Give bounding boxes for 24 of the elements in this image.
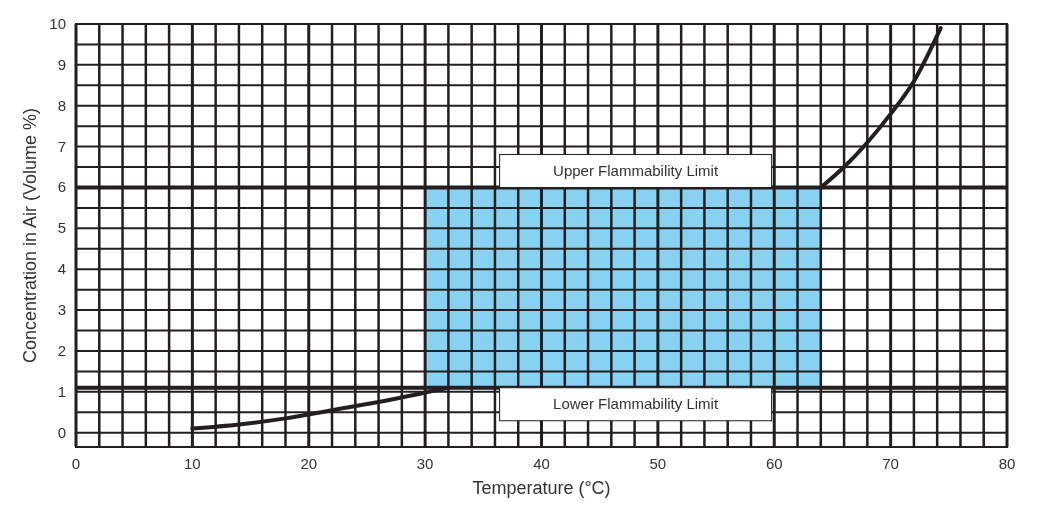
x-tick-label: 80: [998, 455, 1016, 472]
ref-line-label: Upper Flammability Limit: [553, 161, 719, 179]
y-tick-label: 8: [57, 96, 66, 114]
y-tick-label: 10: [49, 15, 66, 32]
x-tick-label: 50: [649, 455, 667, 472]
y-tick-label: 6: [57, 178, 66, 196]
y-tick-label: 9: [57, 55, 66, 73]
x-tick-label: 20: [300, 455, 318, 472]
y-tick-label: 7: [57, 137, 66, 155]
x-tick-label: 60: [765, 455, 783, 472]
x-tick-label: 10: [184, 455, 201, 472]
y-tick-label: 3: [57, 301, 66, 319]
x-tick-label: 30: [416, 455, 434, 472]
y-tick-label: 2: [57, 341, 66, 359]
ref-line-label: Lower Flammability Limit: [553, 395, 719, 413]
y-tick-label: 4: [57, 260, 66, 278]
x-axis-title: Temperature (°C): [472, 478, 611, 498]
x-tick-label: 70: [882, 455, 899, 472]
y-tick-label: 0: [57, 423, 66, 441]
y-tick-label: 1: [57, 382, 66, 400]
x-tick-label: 40: [533, 455, 550, 472]
x-tick-label: 0: [71, 455, 81, 472]
y-axis-title: Concentration in Air (Volume %): [20, 107, 40, 364]
y-tick-label: 5: [57, 219, 66, 237]
